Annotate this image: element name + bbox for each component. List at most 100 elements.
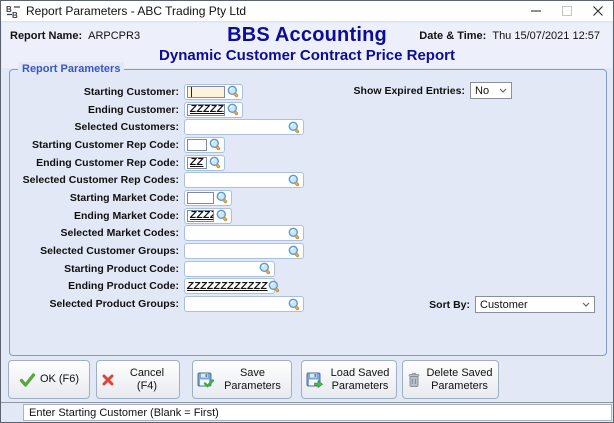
- ending-market-code-input[interactable]: ZZZZ: [187, 209, 214, 222]
- ending-customer-rep-code-input[interactable]: ZZ: [187, 156, 207, 169]
- selected-market-codes-input[interactable]: [184, 225, 304, 242]
- floppy-save-icon: [197, 372, 214, 388]
- ok-button[interactable]: OK (F6): [8, 360, 90, 399]
- sort-by-row: Sort By: Customer: [429, 296, 595, 313]
- starting-customer-rep-code-field: [184, 136, 225, 153]
- status-bar: Enter Starting Customer (Blank = First): [1, 402, 613, 422]
- field-row-selected-customer-groups: Selected Customer Groups:: [10, 242, 304, 260]
- ending-customer-magnifier-icon[interactable]: [227, 103, 240, 116]
- starting-product-code-magnifier-icon[interactable]: [259, 262, 272, 275]
- starting-customer-field: [184, 83, 243, 100]
- show-expired-entries-row: Show Expired Entries: No: [354, 82, 512, 99]
- button-label: OK (F6): [39, 373, 80, 386]
- chevron-down-icon: [582, 302, 590, 307]
- selected-customers-label: Selected Customers:: [74, 121, 179, 134]
- field-row-starting-customer-rep-code: Starting Customer Rep Code:: [10, 136, 304, 154]
- date-time: Date & Time: Thu 15/07/2021 12:57: [419, 30, 600, 42]
- starting-market-code-magnifier-icon[interactable]: [216, 191, 229, 204]
- groupbox-label: Report Parameters: [18, 62, 125, 76]
- ending-customer-input[interactable]: ZZZZZZ: [187, 103, 225, 116]
- field-row-ending-market-code: Ending Market Code: ZZZZ: [10, 207, 304, 225]
- ending-customer-rep-code-label: Ending Customer Rep Code:: [36, 156, 179, 169]
- text-caret: [191, 86, 192, 97]
- cancel-button[interactable]: Cancel (F4): [96, 360, 180, 399]
- delete-saved-parameters-button[interactable]: Delete Saved Parameters: [402, 360, 499, 399]
- selected-product-groups-label: Selected Product Groups:: [49, 298, 179, 311]
- window-title: Report Parameters - ABC Trading Pty Ltd: [26, 4, 247, 18]
- starting-customer-rep-code-magnifier-icon[interactable]: [209, 138, 222, 151]
- chevron-down-icon: [499, 88, 507, 93]
- selected-customer-groups-input[interactable]: [184, 243, 304, 260]
- ending-customer-field: ZZZZZZ: [184, 101, 243, 118]
- button-bar: OK (F6) Cancel (F4) Save Parameters Load Sa…: [1, 360, 613, 400]
- ending-market-code-value: ZZZZ: [190, 209, 213, 222]
- field-row-ending-product-code: Ending Product Code: ZZZZZZZZZZZZ: [10, 278, 304, 296]
- maximize-button[interactable]: [551, 1, 582, 21]
- close-button[interactable]: [582, 1, 613, 21]
- report-name-value: ARPCPR3: [88, 30, 141, 42]
- ending-customer-value: ZZZZZZ: [190, 103, 224, 116]
- starting-customer-label: Starting Customer:: [83, 85, 179, 98]
- selected-customer-groups-magnifier-icon[interactable]: [288, 245, 301, 258]
- save-parameters-button[interactable]: Save Parameters: [192, 360, 292, 399]
- starting-market-code-input[interactable]: [187, 191, 214, 204]
- selected-market-codes-magnifier-icon[interactable]: [288, 227, 301, 240]
- cross-icon: [101, 373, 115, 387]
- ending-customer-rep-code-value: ZZ: [190, 156, 204, 169]
- ending-product-code-label: Ending Product Code:: [68, 280, 179, 293]
- selected-customers-input[interactable]: [184, 119, 304, 136]
- ending-market-code-label: Ending Market Code:: [73, 209, 179, 222]
- ending-market-code-field: ZZZZ: [184, 207, 232, 224]
- report-title: Dynamic Customer Contract Price Report: [159, 47, 455, 64]
- date-time-label: Date & Time:: [419, 30, 487, 42]
- check-icon: [19, 372, 36, 388]
- report-name-label: Report Name:: [10, 30, 83, 42]
- minimize-button[interactable]: [520, 1, 551, 21]
- report-header: Report Name: ARPCPR3 BBS Accounting Date …: [2, 23, 612, 68]
- show-expired-entries-label: Show Expired Entries:: [353, 84, 465, 97]
- starting-customer-magnifier-icon[interactable]: [227, 85, 240, 98]
- selected-market-codes-label: Selected Market Codes:: [60, 227, 179, 240]
- starting-market-code-field: [184, 189, 232, 206]
- selected-customer-rep-codes-input[interactable]: [184, 172, 304, 189]
- field-row-starting-market-code: Starting Market Code:: [10, 189, 304, 207]
- starting-product-code-input[interactable]: [184, 260, 275, 277]
- field-row-selected-product-groups: Selected Product Groups:: [10, 295, 304, 313]
- field-row-ending-customer-rep-code: Ending Customer Rep Code: ZZ: [10, 154, 304, 172]
- title-bar: B B Report Parameters - ABC Trading Pty …: [1, 1, 613, 22]
- starting-market-code-label: Starting Market Code:: [69, 191, 179, 204]
- ending-customer-rep-code-magnifier-icon[interactable]: [209, 156, 222, 169]
- trash-icon: [407, 372, 421, 388]
- selected-customer-groups-label: Selected Customer Groups:: [40, 245, 179, 258]
- selected-customer-rep-codes-magnifier-icon[interactable]: [288, 174, 301, 187]
- date-time-value: Thu 15/07/2021 12:57: [492, 30, 600, 42]
- ending-product-code-input[interactable]: ZZZZZZZZZZZZ: [184, 278, 279, 295]
- selected-customers-magnifier-icon[interactable]: [288, 121, 301, 134]
- app-icon: B B: [6, 4, 21, 20]
- show-expired-entries-value: No: [475, 84, 490, 97]
- ending-product-code-magnifier-icon[interactable]: [268, 280, 281, 293]
- field-row-selected-customers: Selected Customers:: [10, 118, 304, 136]
- app-title: BBS Accounting: [227, 24, 387, 46]
- svg-text:B: B: [6, 5, 12, 14]
- sort-by-label: Sort By:: [429, 298, 470, 311]
- selected-customer-rep-codes-label: Selected Customer Rep Codes:: [22, 174, 179, 187]
- button-label: Delete Saved Parameters: [426, 366, 493, 392]
- button-label: Save Parameters: [224, 366, 281, 392]
- ending-customer-rep-code-field: ZZ: [184, 154, 225, 171]
- window-controls: [520, 1, 613, 21]
- ending-market-code-magnifier-icon[interactable]: [216, 209, 229, 222]
- starting-customer-input[interactable]: [187, 85, 225, 98]
- svg-text:B: B: [12, 11, 18, 19]
- selected-product-groups-input[interactable]: [184, 296, 304, 313]
- load-saved-parameters-button[interactable]: Load Saved Parameters: [301, 360, 397, 399]
- selected-product-groups-magnifier-icon[interactable]: [288, 298, 301, 311]
- starting-customer-rep-code-input[interactable]: [187, 138, 207, 151]
- sort-by-select[interactable]: Customer: [475, 296, 595, 313]
- button-label: Cancel (F4): [129, 366, 165, 392]
- field-row-starting-product-code: Starting Product Code:: [10, 260, 304, 278]
- status-message: Enter Starting Customer (Blank = First): [23, 404, 612, 421]
- show-expired-entries-select[interactable]: No: [470, 82, 512, 99]
- field-row-starting-customer: Starting Customer:: [10, 83, 304, 101]
